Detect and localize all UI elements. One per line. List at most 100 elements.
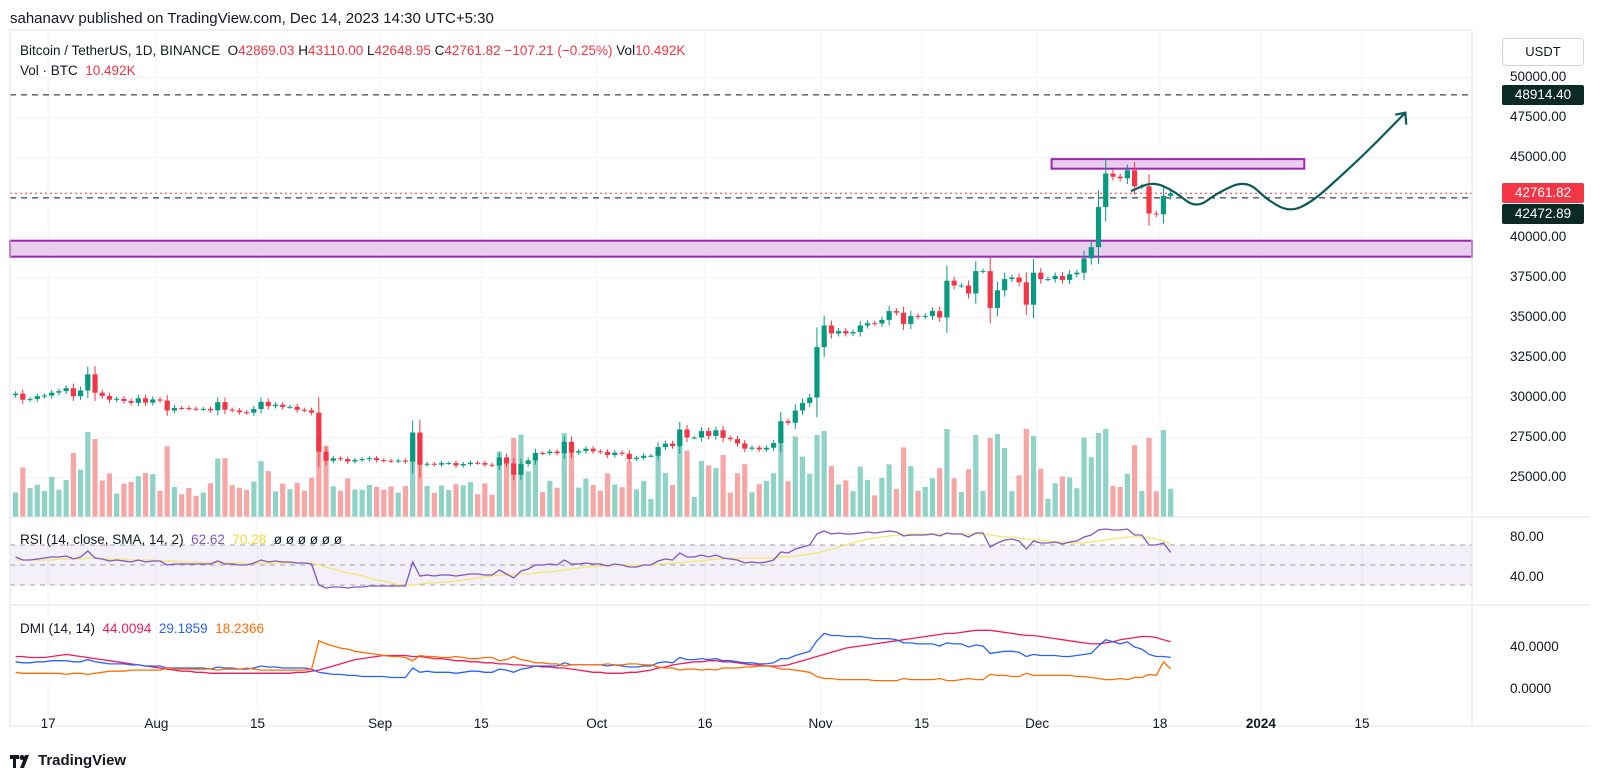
level-tag-mid: 42472.89 (1502, 204, 1584, 224)
candle-body (698, 431, 705, 438)
volume-bar (713, 468, 719, 517)
candle-body (13, 393, 19, 396)
volume-bar (900, 447, 907, 517)
candle-body (568, 441, 575, 453)
volume-bar (41, 491, 48, 517)
candle-body (63, 388, 69, 392)
candle-body (720, 430, 726, 438)
volume-bar (424, 485, 430, 517)
volume-bar (684, 450, 690, 517)
candle-body (706, 431, 712, 436)
price-tick-label: 27500.00 (1510, 428, 1567, 444)
time-tick-label: Sep (368, 716, 393, 731)
candle-body (92, 374, 98, 393)
candle-body (503, 457, 510, 464)
volume-bar (92, 439, 98, 517)
volume-bar (1016, 475, 1022, 517)
volume-bar (980, 491, 986, 517)
candle-body (1045, 279, 1051, 281)
volume-bar (352, 489, 358, 517)
candle-body (1081, 258, 1087, 273)
volume-bar (619, 487, 625, 517)
candle-body (814, 347, 820, 398)
candle-body (742, 443, 748, 449)
candle-body (994, 290, 1001, 308)
candle-body (453, 463, 459, 466)
price-tick-label: 37500.00 (1510, 268, 1567, 284)
rsi-sma-line (15, 533, 1171, 587)
volume-bar (77, 469, 84, 517)
candle-body (402, 460, 409, 462)
volume-bar (583, 478, 589, 517)
zones (9, 94, 1473, 258)
volume-bar (309, 477, 315, 517)
volume-bar (460, 485, 466, 517)
volume-bar (359, 489, 365, 517)
volume-bar (626, 461, 632, 517)
volume-bar (1160, 430, 1167, 517)
candle-body (763, 447, 770, 450)
volume-bar (677, 434, 683, 517)
candle-body (121, 398, 127, 402)
tradingview-logo[interactable]: TradingView (10, 752, 126, 769)
candle-body (388, 460, 394, 462)
volume-bar (496, 451, 502, 517)
volume-bar (85, 432, 91, 517)
volume-bar (207, 483, 214, 517)
change-value: −107.21 (−0.25%) (504, 43, 613, 58)
price-tick-label: 35000.00 (1510, 308, 1567, 324)
candle-body (1038, 272, 1044, 280)
candle-body (951, 280, 957, 286)
volume-bar (532, 458, 538, 517)
candle-body (734, 439, 741, 444)
candle-body (258, 401, 264, 410)
candle-body (669, 443, 676, 447)
candle-body (525, 460, 531, 464)
volume-bar (337, 490, 344, 517)
volume-bar (316, 436, 322, 517)
candles (13, 158, 1174, 481)
volume-bar (604, 473, 611, 517)
candle-body (34, 396, 40, 400)
candle-body (980, 271, 986, 273)
candle-body (142, 398, 149, 403)
volume-bar (597, 490, 603, 517)
symbol-name: Bitcoin / TetherUS, 1D, BINANCE (20, 43, 221, 58)
candle-body (756, 447, 762, 450)
volume-bar (1030, 436, 1037, 517)
candle-body (287, 406, 293, 408)
candle-body (965, 285, 972, 294)
resistance-zone (1050, 158, 1306, 170)
candle-body (337, 458, 344, 460)
volume-bar (1074, 488, 1080, 517)
rsi-tick-80: 80.00 (1510, 529, 1544, 544)
time-tick-label: 16 (697, 716, 713, 731)
candle-body (496, 457, 502, 466)
published-banner: sahanavv published on TradingView.com, D… (10, 10, 494, 27)
volume-bars (13, 429, 1174, 517)
volume-bar (1045, 499, 1051, 517)
candle-body (265, 401, 271, 407)
volume-bar (280, 483, 286, 517)
volume-bar (229, 485, 235, 517)
candle-body (99, 392, 105, 396)
candle-body (626, 453, 632, 460)
candle-body (576, 451, 582, 453)
volume-bar (987, 438, 993, 517)
volume-bar (265, 471, 271, 517)
candle-body (1103, 173, 1109, 208)
volume-bar (937, 468, 943, 517)
currency-selector[interactable]: USDT (1502, 38, 1584, 66)
volume-bar (554, 487, 560, 517)
volume-bar (475, 494, 481, 517)
volume-bar (258, 461, 264, 517)
price-tick-label: 50000.00 (1510, 68, 1567, 84)
candle-body (207, 408, 214, 411)
candle-body (778, 421, 784, 444)
volume-bar (294, 482, 300, 517)
time-tick-label: 18 (1152, 716, 1168, 731)
candle-body (438, 463, 445, 465)
volume-bar (222, 458, 228, 517)
rsi-legend: RSI (14, close, SMA, 14, 2) 62.62 70.28 … (20, 532, 342, 547)
